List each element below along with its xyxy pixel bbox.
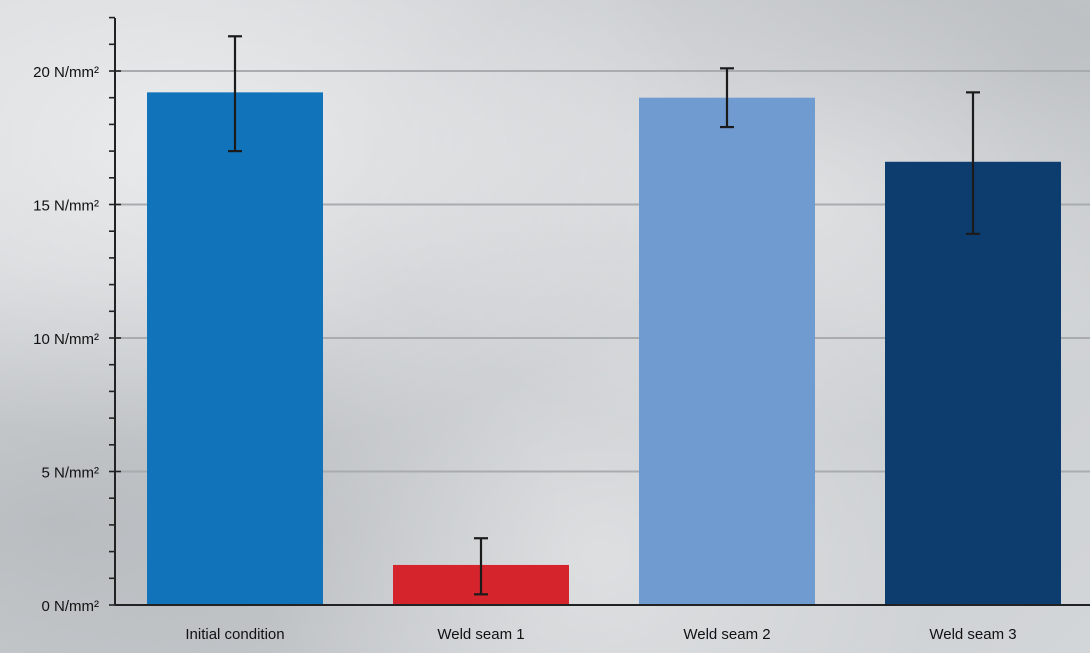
bars	[147, 92, 1061, 606]
y-tick-label: 0 N/mm²	[42, 598, 100, 615]
bar-initial-condition	[147, 92, 323, 606]
y-tick-label: 15 N/mm²	[33, 198, 99, 215]
x-category-label: Weld seam 1	[437, 626, 524, 643]
x-category-label: Weld seam 3	[929, 626, 1016, 643]
bar-weld-seam-2	[639, 97, 815, 605]
x-axis: Initial condition Weld seam 1 Weld seam 2 W…	[115, 604, 1090, 643]
error-bars	[228, 35, 980, 596]
y-axis: 0 N/mm² 5 N/mm² 10 N/mm² 15 N/mm² 20 N/mm²	[33, 16, 121, 615]
x-category-label: Weld seam 2	[683, 626, 770, 643]
y-tick-label: 10 N/mm²	[33, 331, 99, 348]
y-tick-label: 5 N/mm²	[42, 465, 100, 482]
x-category-label: Initial condition	[185, 626, 284, 643]
bar-weld-seam-3	[885, 161, 1061, 605]
y-tick-label: 20 N/mm²	[33, 64, 99, 81]
